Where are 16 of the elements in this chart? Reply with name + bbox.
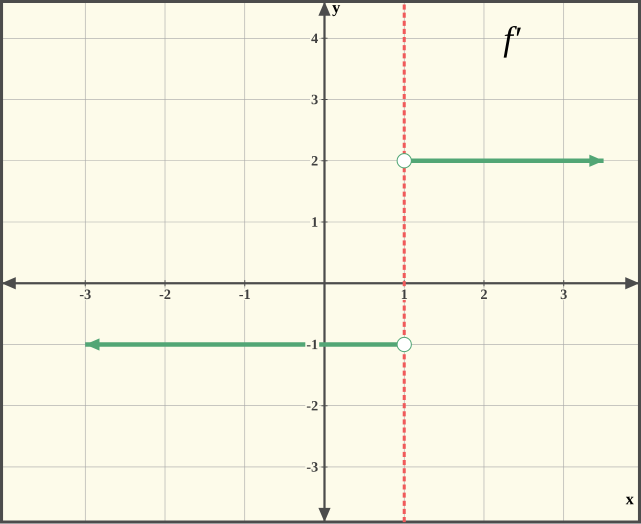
y-tick-label: 1	[312, 217, 318, 227]
x-axis-title: x	[626, 496, 634, 504]
x-tick-label: -2	[160, 290, 170, 300]
y-tick-label: -1	[306, 340, 318, 350]
y-tick-label: -2	[306, 401, 318, 411]
x-tick-label: 1	[402, 290, 408, 300]
x-tick-label: 3	[560, 290, 567, 300]
x-tick-label: -3	[80, 290, 91, 300]
y-tick-label: -3	[306, 462, 318, 472]
x-tick-label: -1	[239, 290, 250, 300]
y-tick-label: 2	[312, 156, 318, 166]
y-axis-title: y	[332, 5, 340, 16]
x-tick-label: 2	[481, 290, 487, 300]
y-tick-label: 3	[312, 94, 318, 104]
annotation: f′	[504, 26, 521, 58]
y-tick-label: 4	[311, 34, 318, 44]
